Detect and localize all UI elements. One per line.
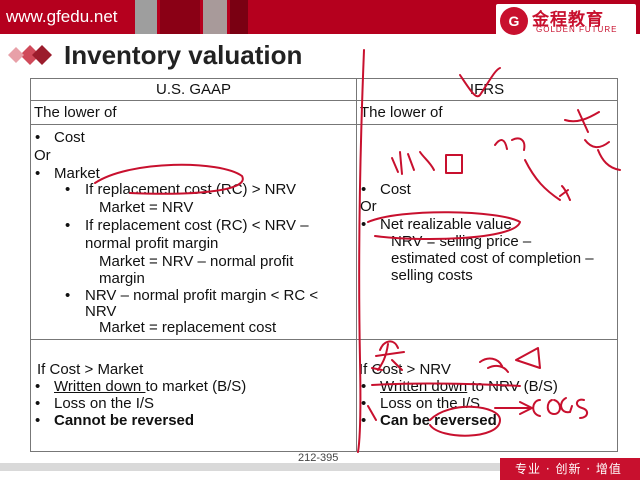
row-divider — [31, 339, 617, 340]
gaap-rule-2-result: Market = NRV – normal profit — [99, 253, 294, 270]
gaap-bullet: • — [35, 165, 41, 182]
gaap-or: Or — [34, 147, 51, 164]
footer-bar — [0, 463, 500, 471]
banner-block — [160, 0, 200, 34]
gaap-market: Market — [54, 165, 100, 182]
gaap-bullet: • — [35, 395, 41, 412]
slide-title: Inventory valuation — [64, 40, 303, 70]
footer-brand-bar — [500, 458, 640, 480]
gaap-cannot-reverse: Cannot be reversed — [54, 412, 195, 429]
gaap-condition: If Cost > Market — [37, 361, 144, 378]
column-divider — [356, 79, 357, 451]
gaap-bullet: • — [35, 412, 41, 429]
ifrs-nrv-def-cont: selling costs — [391, 267, 473, 284]
ifrs-nrv-def-cont: estimated cost of completion – — [391, 250, 594, 267]
gaap-sub-bullet: • — [65, 287, 71, 304]
page-number: 212-395 — [298, 452, 339, 464]
logo-chinese: 金程教育 — [532, 10, 604, 30]
gaap-rule-2: If replacement cost (RC) < NRV – — [85, 217, 309, 234]
ifrs-nrv: Net realizable value — [380, 216, 512, 233]
gaap-rule-2-result-cont: margin — [99, 270, 145, 287]
title-diamond-icon — [8, 45, 52, 65]
gaap-rule-3-cont: NRV — [85, 303, 117, 320]
logo-mark-icon: G — [500, 7, 528, 35]
banner-block — [203, 0, 227, 34]
ifrs-bullet: • — [361, 181, 367, 198]
footer-slogan: 专业 · 创新 · 增值 — [515, 462, 622, 476]
gaap-sub-bullet: • — [65, 217, 71, 234]
ifrs-bullet: • — [361, 378, 367, 395]
gaap-lower-of: The lower of — [34, 104, 117, 121]
gaap-rule-1: If replacement cost (RC) > NRV — [85, 181, 297, 198]
comparison-table: U.S. GAAP IFRS The lower of The lower of… — [30, 78, 618, 452]
ifrs-nrv-def: NRV = selling price – — [391, 233, 532, 250]
ifrs-condition: If Cost > NRV — [359, 361, 451, 378]
ifrs-bullet: • — [361, 216, 367, 233]
ifrs-written-down-underlined: Written down — [380, 378, 468, 395]
row-divider — [31, 100, 617, 101]
ifrs-written-down: Written down to NRV (B/S) — [380, 378, 558, 396]
gaap-rule-3: NRV – normal profit margin < RC < — [85, 287, 319, 304]
gaap-sub-bullet: • — [65, 181, 71, 198]
header-us-gaap: U.S. GAAP — [155, 81, 232, 98]
ifrs-bullet: • — [361, 395, 367, 412]
gaap-written-down-underlined: Written down — [54, 378, 146, 395]
site-url[interactable]: www.gfedu.net — [6, 7, 118, 26]
header-ifrs: IFRS — [469, 81, 505, 98]
ifrs-cost: Cost — [380, 181, 411, 198]
gaap-bullet: • — [35, 129, 41, 146]
gaap-bullet: • — [35, 378, 41, 395]
ifrs-loss: Loss on the I/S — [380, 395, 481, 412]
ifrs-written-down-rest: to NRV (B/S) — [467, 378, 558, 395]
ifrs-or: Or — [360, 198, 377, 215]
gaap-written-down-rest: to market (B/S) — [145, 378, 247, 395]
gaap-loss: Loss on the I/S — [54, 395, 155, 412]
gaap-rule-2-cont: normal profit margin — [85, 235, 219, 252]
gaap-rule-3-result: Market = replacement cost — [99, 319, 277, 336]
ifrs-can-reverse: Can be reversed — [380, 412, 497, 429]
ifrs-lower-of: The lower of — [360, 104, 443, 121]
ifrs-bullet: • — [361, 412, 367, 429]
gaap-rule-1-result: Market = NRV — [99, 199, 194, 216]
logo-english: GOLDEN FUTURE — [536, 25, 618, 34]
gaap-cost: Cost — [54, 129, 85, 146]
banner-block — [135, 0, 157, 34]
gaap-written-down: Written down to market (B/S) — [54, 378, 246, 396]
brand-logo: G 金程教育 GOLDEN FUTURE — [496, 4, 636, 38]
row-divider — [31, 124, 617, 125]
banner-block — [230, 0, 248, 34]
